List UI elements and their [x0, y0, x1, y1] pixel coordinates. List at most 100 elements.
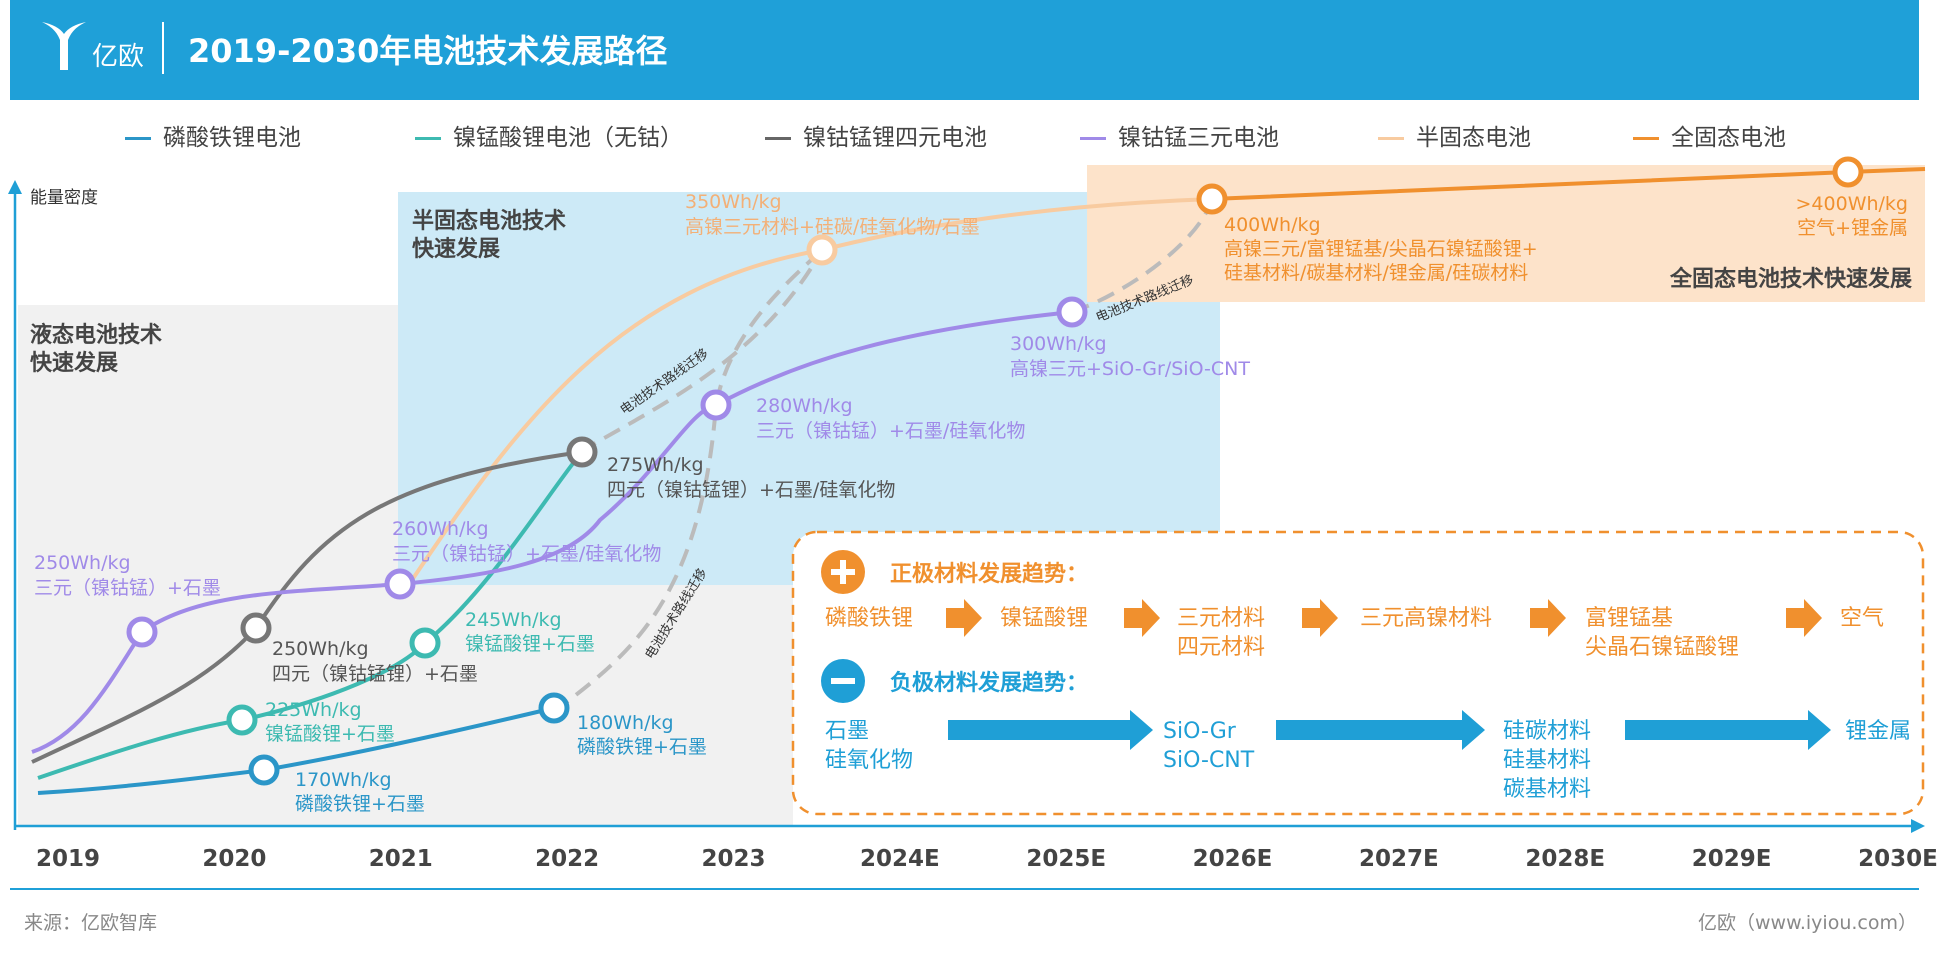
data-label-detail: 四元（镍钴锰锂）+石墨	[272, 663, 478, 685]
legend-item: 镍钴锰锂四元电池	[765, 118, 987, 152]
y-axis-label: 能量密度	[30, 188, 98, 208]
region-label-liquid-2: 快速发展	[30, 350, 118, 376]
positive-step: 四元材料	[1177, 635, 1265, 660]
header-bar: 亿欧 2019-2030年电池技术发展路径	[10, 0, 1919, 100]
positive-step: 镍锰酸锂	[1000, 606, 1088, 631]
data-point-lfp-2020	[248, 754, 280, 786]
migration-line-ternary-to-solid	[1071, 198, 1214, 314]
arrow-right-icon	[1530, 599, 1566, 637]
data-label-value: 300Wh/kg	[1010, 333, 1107, 355]
negative-step: 石墨	[825, 719, 869, 744]
legend-item: 镍钴锰三元电池	[1080, 118, 1279, 152]
header-divider	[162, 22, 164, 74]
legend-item: 半固态电池	[1378, 118, 1531, 152]
data-label-value: 180Wh/kg	[577, 712, 674, 734]
x-tick-label: 2030E	[1858, 846, 1938, 872]
logo-text: 亿欧	[92, 42, 145, 72]
x-tick-label: 2020	[202, 846, 266, 872]
x-tick-label: 2026E	[1193, 846, 1273, 872]
data-label-value: 250Wh/kg	[272, 638, 369, 660]
long-arrow-right-icon	[1625, 710, 1831, 750]
data-label-detail: 三元（镍钴锰）+石墨	[34, 577, 221, 599]
legend-label: 全固态电池	[1671, 125, 1786, 151]
legend-label: 镍钴锰锂四元电池	[803, 125, 987, 151]
legend-label: 半固态电池	[1416, 125, 1531, 151]
data-label-detail: 三元（镍钴锰）+石墨/硅氧化物	[756, 420, 1025, 442]
negative-step: 硅氧化物	[825, 748, 913, 773]
data-point-ternary-2023	[700, 389, 732, 421]
data-label-detail: 高镍三元+SiO-Gr/SiO-CNT	[1010, 358, 1250, 380]
positive-step: 三元材料	[1177, 606, 1265, 631]
data-label-value: 250Wh/kg	[34, 552, 131, 574]
footer-divider	[10, 888, 1919, 890]
data-point-all-solid-2030	[1832, 156, 1864, 188]
trends-panel	[791, 530, 1925, 816]
x-tick-label: 2028E	[1525, 846, 1605, 872]
data-point-ternary-2021	[384, 568, 416, 600]
data-label-detail: 镍锰酸锂+石墨	[465, 633, 595, 655]
x-tick-label: 2024E	[860, 846, 940, 872]
legend-item: 镍锰酸锂电池（无钴）	[415, 118, 683, 152]
legend-swatch	[1080, 137, 1106, 140]
chart-legend: 磷酸铁锂电池 镍锰酸锂电池（无钴） 镍钴锰锂四元电池 镍钴锰三元电池 半固态电池…	[0, 118, 1941, 154]
minus-icon-h	[831, 678, 855, 684]
legend-label: 镍锰酸锂电池（无钴）	[453, 125, 683, 151]
positive-step: 富锂锰基	[1585, 606, 1673, 631]
data-label-detail: 镍锰酸锂+石墨	[265, 723, 395, 745]
x-tick-label: 2029E	[1692, 846, 1772, 872]
data-point-ternary-2025	[1056, 296, 1088, 328]
long-arrow-right-icon	[1276, 710, 1485, 750]
data-label-detail: 磷酸铁锂+石墨	[295, 793, 425, 815]
data-label-value: >400Wh/kg	[1796, 193, 1908, 215]
region-liquid-lower	[398, 585, 793, 825]
negative-step: 硅基材料	[1503, 748, 1591, 773]
data-point-lfp-2022	[538, 692, 570, 724]
legend-label: 镍钴锰三元电池	[1118, 125, 1279, 151]
legend-swatch	[765, 137, 791, 140]
migration-line-ternary-to-semisolid	[552, 248, 824, 714]
data-label-value: 245Wh/kg	[465, 609, 562, 631]
series-line-lnmo	[37, 450, 584, 780]
x-tick-label: 2019	[36, 846, 100, 872]
yiou-logo-icon	[42, 22, 86, 70]
footer-site: 亿欧（www.iyiou.com）	[1697, 912, 1917, 934]
data-point-lnmo-2020	[226, 704, 258, 736]
arrow-right-icon	[1786, 599, 1822, 637]
data-point-all-solid-2026	[1196, 183, 1228, 215]
region-label-liquid-1: 液态电池技术	[30, 322, 162, 348]
region-label-solid: 全固态电池技术快速发展	[1669, 266, 1912, 292]
legend-swatch	[1633, 137, 1659, 140]
positive-step: 尖晶石镍锰酸锂	[1585, 635, 1739, 660]
negative-step: SiO-CNT	[1163, 748, 1255, 773]
x-tick-labels: 2019 2020 2021 2022 2023 2024E 2025E 2026E 2027E…	[36, 846, 1938, 872]
arrow-right-icon	[1124, 599, 1160, 637]
negative-step: 锂金属	[1845, 719, 1911, 744]
legend-label: 磷酸铁锂电池	[163, 125, 301, 151]
x-tick-label: 2021	[369, 846, 433, 872]
data-label-value: 170Wh/kg	[295, 769, 392, 791]
x-axis-arrow	[1911, 819, 1925, 833]
data-label-value: 275Wh/kg	[607, 454, 704, 476]
data-label-detail: 高镍三元/富锂锰基/尖晶石镍锰酸锂+	[1224, 238, 1538, 260]
region-label-semi-1: 半固态电池技术	[412, 208, 566, 234]
data-point-lnmo-2021	[409, 627, 441, 659]
plus-icon-v	[840, 560, 846, 584]
x-tick-label: 2027E	[1359, 846, 1439, 872]
positive-trend-title: 正极材料发展趋势：	[890, 561, 1088, 587]
data-label-value: 260Wh/kg	[392, 518, 489, 540]
long-arrow-right-icon	[948, 710, 1153, 750]
series-line-semi-solid	[410, 197, 1213, 582]
data-label-detail: 硅基材料/碳基材料/锂金属/硅碳材料	[1224, 262, 1528, 284]
legend-swatch	[415, 137, 441, 140]
negative-step: SiO-Gr	[1163, 719, 1237, 744]
positive-step: 磷酸铁锂	[825, 606, 913, 631]
data-label-detail: 四元（镍钴锰锂）+石墨/硅氧化物	[607, 479, 895, 501]
data-point-quaternary-2022	[566, 436, 598, 468]
data-label-value: 350Wh/kg	[685, 191, 782, 213]
page-title: 2019-2030年电池技术发展路径	[188, 32, 668, 70]
positive-step: 空气	[1840, 606, 1884, 631]
legend-swatch	[1378, 137, 1404, 140]
data-label-value: 400Wh/kg	[1224, 214, 1321, 236]
legend-item: 磷酸铁锂电池	[125, 118, 301, 152]
